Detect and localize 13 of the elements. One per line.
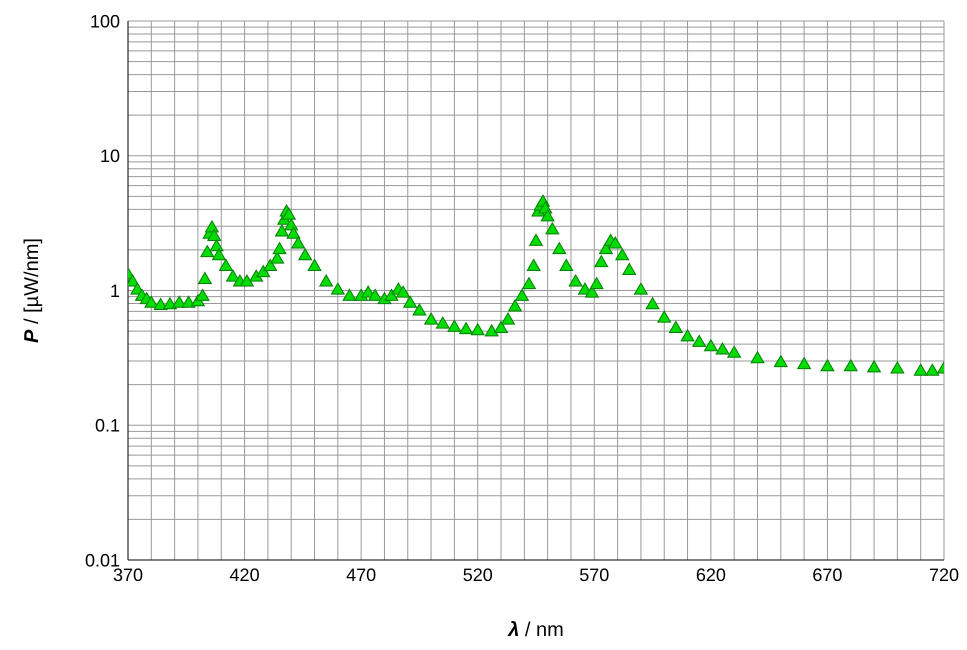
x-axis-title: λ / nm (507, 619, 564, 641)
x-tick-label: 720 (928, 564, 960, 585)
x-tick-label: 620 (696, 564, 726, 585)
x-tick-label: 570 (579, 564, 610, 585)
y-tick-label: 0.1 (94, 416, 120, 436)
x-tick-label: 470 (346, 564, 376, 585)
x-tick-label: 420 (230, 564, 260, 585)
y-tick-label: 1 (110, 280, 120, 301)
x-tick-label: 520 (462, 564, 493, 585)
x-tick-label: 670 (812, 564, 842, 585)
y-axis-title: P / [µW/nm] (21, 238, 43, 343)
y-tick-label: 100 (90, 11, 120, 32)
y-tick-label: 10 (100, 146, 120, 166)
